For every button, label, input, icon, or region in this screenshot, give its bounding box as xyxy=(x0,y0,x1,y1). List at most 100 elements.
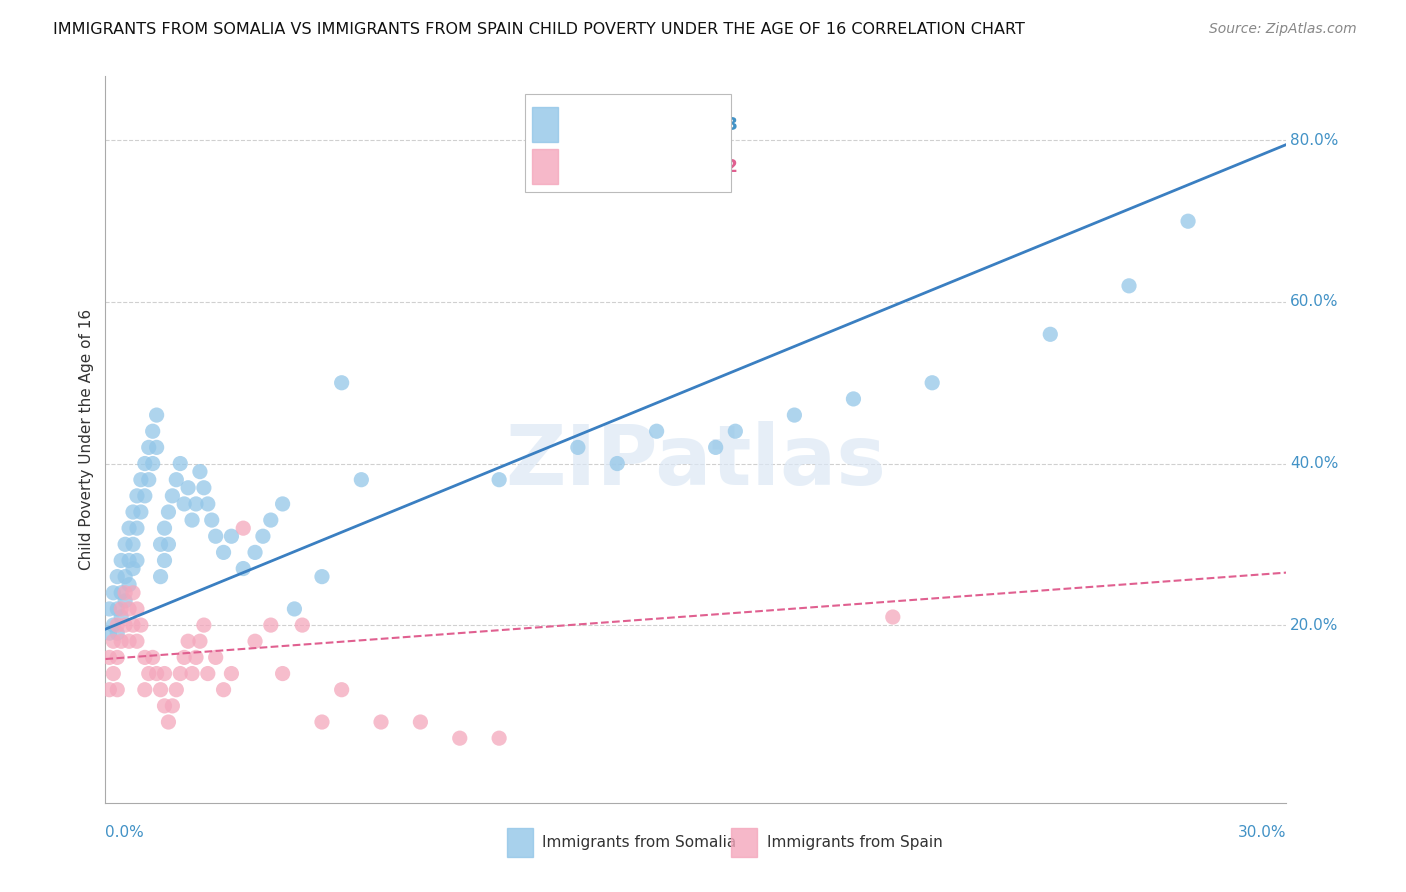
Point xyxy=(221,529,243,543)
Point xyxy=(181,513,204,527)
Point xyxy=(212,682,235,697)
Point xyxy=(125,602,148,616)
Text: 52: 52 xyxy=(714,158,738,176)
Point xyxy=(842,392,865,406)
Point xyxy=(114,537,136,551)
Text: IMMIGRANTS FROM SOMALIA VS IMMIGRANTS FROM SPAIN CHILD POVERTY UNDER THE AGE OF : IMMIGRANTS FROM SOMALIA VS IMMIGRANTS FR… xyxy=(53,22,1025,37)
Text: 20.0%: 20.0% xyxy=(1291,617,1339,632)
Text: N =: N = xyxy=(665,158,717,176)
Point xyxy=(1177,214,1199,228)
Point xyxy=(169,666,191,681)
Point xyxy=(110,586,132,600)
Point xyxy=(311,569,333,583)
Point xyxy=(98,650,121,665)
Point xyxy=(1118,278,1140,293)
Point xyxy=(165,473,187,487)
Point xyxy=(122,618,145,632)
Point xyxy=(142,457,165,471)
Point xyxy=(145,408,167,422)
Bar xyxy=(508,829,533,857)
Point xyxy=(1039,327,1062,342)
Point xyxy=(105,682,128,697)
Point xyxy=(260,513,283,527)
Point xyxy=(114,586,136,600)
Point xyxy=(122,505,145,519)
Text: 40.0%: 40.0% xyxy=(1291,456,1339,471)
Point xyxy=(449,731,471,746)
Point xyxy=(153,521,176,535)
Point xyxy=(173,650,195,665)
Point xyxy=(291,618,314,632)
Text: 0.070: 0.070 xyxy=(606,158,664,176)
Point xyxy=(122,561,145,575)
Point xyxy=(103,634,125,648)
Point xyxy=(882,610,904,624)
Point xyxy=(105,650,128,665)
Point xyxy=(138,441,160,455)
Text: N =: N = xyxy=(665,116,717,134)
Point xyxy=(103,586,125,600)
Point xyxy=(118,578,141,592)
Point xyxy=(114,569,136,583)
Y-axis label: Child Poverty Under the Age of 16: Child Poverty Under the Age of 16 xyxy=(79,309,94,570)
Point xyxy=(110,634,132,648)
Point xyxy=(177,481,200,495)
Point xyxy=(118,553,141,567)
Point xyxy=(350,473,373,487)
Point xyxy=(157,537,180,551)
Point xyxy=(105,602,128,616)
Point xyxy=(177,634,200,648)
Point xyxy=(153,666,176,681)
Text: 0.0%: 0.0% xyxy=(105,824,145,839)
Point xyxy=(204,529,226,543)
Point xyxy=(105,626,128,640)
Point xyxy=(283,602,305,616)
Point xyxy=(134,682,156,697)
Text: 80.0%: 80.0% xyxy=(1291,133,1339,148)
Point xyxy=(98,682,121,697)
Point xyxy=(129,505,152,519)
Point xyxy=(184,497,207,511)
Point xyxy=(645,424,668,438)
Point xyxy=(105,618,128,632)
Bar xyxy=(731,829,758,857)
Point xyxy=(193,618,215,632)
Point xyxy=(157,714,180,729)
Point xyxy=(409,714,432,729)
Point xyxy=(606,457,628,471)
Point xyxy=(193,481,215,495)
Point xyxy=(153,698,176,713)
Point xyxy=(134,457,156,471)
Point xyxy=(114,594,136,608)
Point xyxy=(118,602,141,616)
Point xyxy=(125,553,148,567)
Point xyxy=(125,634,148,648)
Point xyxy=(232,561,254,575)
Point xyxy=(118,634,141,648)
Point xyxy=(311,714,333,729)
Point xyxy=(783,408,806,422)
Point xyxy=(105,569,128,583)
Point xyxy=(181,666,204,681)
Point xyxy=(125,489,148,503)
Point xyxy=(201,513,224,527)
Point xyxy=(330,376,353,390)
Text: R =: R = xyxy=(567,158,606,176)
Point xyxy=(921,376,943,390)
Point xyxy=(370,714,392,729)
Point xyxy=(188,634,211,648)
Point xyxy=(103,618,125,632)
Point xyxy=(184,650,207,665)
Point xyxy=(153,553,176,567)
Point xyxy=(204,650,226,665)
Text: 30.0%: 30.0% xyxy=(1239,824,1286,839)
Point xyxy=(271,497,294,511)
Point xyxy=(243,634,266,648)
Point xyxy=(145,441,167,455)
Point xyxy=(122,586,145,600)
FancyBboxPatch shape xyxy=(524,94,731,192)
Point xyxy=(169,457,191,471)
Point xyxy=(138,473,160,487)
Point xyxy=(114,618,136,632)
Point xyxy=(134,650,156,665)
